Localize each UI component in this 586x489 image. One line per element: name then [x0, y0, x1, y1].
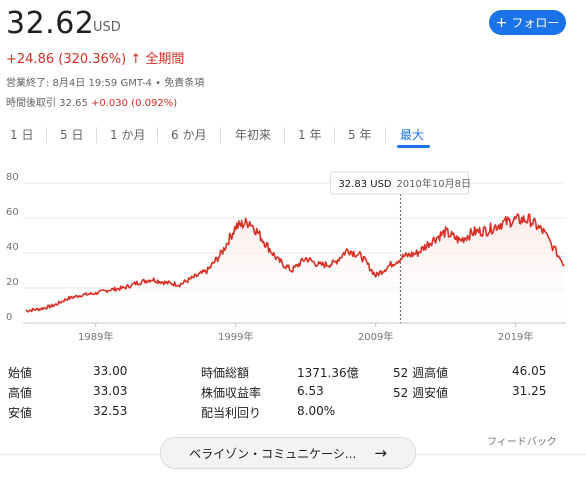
tab-separator — [157, 127, 158, 143]
stat-label-market-cap: 時価総額 — [201, 366, 250, 380]
y-tick-label: 60 — [6, 207, 19, 218]
range-tabs: 1 日 5 日 1 か月 6 か月 年初来 1 年 5 年 最大 — [0, 124, 586, 148]
price-change: +24.86 (320.36%) ↑ 全期間 — [6, 48, 184, 67]
key-stats: 始値 33.00 高値 33.03 安値 32.53 時価総額 1371.36億… — [0, 360, 586, 430]
tab-separator — [284, 127, 285, 143]
up-arrow-icon: ↑ — [130, 52, 142, 67]
arrow-right-icon: → — [374, 444, 387, 462]
tab-1m[interactable]: 1 か月 — [110, 128, 146, 142]
company-chip-label: ベライゾン・コミュニケーシ... — [189, 446, 357, 461]
stat-label-high: 高値 — [8, 386, 33, 400]
x-tick-label: 1999年 — [218, 330, 253, 343]
tab-1y[interactable]: 1 年 — [298, 128, 322, 142]
change-value: +24.86 (320.36%) — [6, 52, 127, 67]
tab-6m[interactable]: 6 か月 — [171, 128, 207, 142]
price-chart[interactable]: 80 60 40 20 0 1989年 1999年 2009年 2019年 32.83 USD… — [0, 170, 586, 345]
stat-value-52w-high: 46.05 — [512, 364, 547, 378]
after-hours-change: +0.030 (0.092%) — [91, 98, 178, 109]
y-tick-label: 40 — [6, 242, 19, 253]
stat-value-52w-low: 31.25 — [512, 384, 547, 398]
stat-value-high: 33.03 — [93, 384, 128, 398]
stat-value-pe-ratio: 6.53 — [297, 384, 324, 398]
y-tick-label: 0 — [6, 312, 12, 323]
currency-label: USD — [93, 20, 121, 35]
price-area — [25, 213, 565, 323]
range-label: 全期間 — [145, 52, 185, 67]
tab-separator — [334, 127, 335, 143]
tooltip-box — [329, 171, 469, 195]
stat-label-dividend-yield: 配当利回り — [201, 406, 262, 420]
x-tick-label: 2009年 — [358, 330, 393, 343]
stat-label-low: 安値 — [8, 406, 33, 420]
company-chip[interactable]: ベライゾン・コミュニケーシ... → — [160, 437, 416, 469]
stat-value-market-cap: 1371.36億 — [297, 366, 359, 380]
stat-label-52w-high: 52 週高値 — [393, 366, 449, 380]
stat-label-pe-ratio: 株価収益率 — [201, 386, 262, 400]
tab-max[interactable]: 最大 — [400, 128, 425, 142]
feedback-link[interactable]: フィードバック — [487, 437, 557, 448]
active-tab-indicator — [397, 145, 430, 148]
tab-separator — [220, 127, 221, 143]
stat-value-open: 33.00 — [93, 364, 128, 378]
tab-ytd[interactable]: 年初来 — [235, 128, 272, 142]
close-info: 営業終了: 8月4日 19:59 GMT-4 • 免責条項 — [6, 78, 205, 89]
tab-1d[interactable]: 1 日 — [10, 128, 34, 142]
x-tick-label: 1989年 — [78, 330, 113, 343]
x-tick-label: 2019年 — [498, 330, 533, 343]
tab-5y[interactable]: 5 年 — [348, 128, 372, 142]
stat-value-dividend-yield: 8.00% — [297, 404, 336, 418]
stat-label-52w-low: 52 週安値 — [393, 386, 449, 400]
tooltip-value: 32.83 USD — [338, 179, 391, 190]
y-tick-label: 80 — [6, 172, 19, 183]
tab-separator — [46, 127, 47, 143]
follow-button[interactable]: + フォロー — [489, 10, 566, 35]
after-hours-info: 時間後取引 32.65 +0.030 (0.092%) — [6, 94, 177, 109]
tab-separator — [96, 127, 97, 143]
after-hours-label: 時間後取引 32.65 — [6, 98, 88, 109]
stat-value-low: 32.53 — [93, 404, 128, 418]
stock-price: 32.62 — [6, 6, 95, 41]
tab-5d[interactable]: 5 日 — [60, 128, 84, 142]
plus-icon: + — [495, 14, 508, 31]
chart-tooltip: 32.83 USD 2010年10月8日 — [329, 171, 471, 195]
y-tick-label: 20 — [6, 277, 19, 288]
follow-label: フォロー — [511, 16, 560, 30]
tooltip-date: 2010年10月8日 — [396, 177, 471, 190]
tab-separator — [385, 127, 386, 143]
price-line — [25, 213, 565, 313]
stat-label-open: 始値 — [8, 366, 33, 380]
